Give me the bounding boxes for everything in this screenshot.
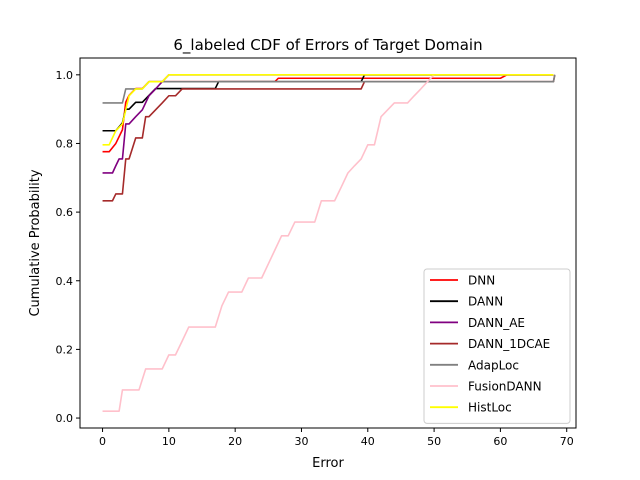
chart-title: 6_labeled CDF of Errors of Target Domain — [173, 36, 482, 55]
y-axis: 0.0 0.2 0.4 0.6 0.8 1.0 — [56, 69, 80, 425]
legend-label: DNN — [468, 274, 495, 288]
series-line-histloc — [102, 74, 554, 146]
legend-label: DANN_AE — [468, 316, 525, 330]
x-tick-label: 30 — [294, 435, 308, 448]
legend-label: AdapLoc — [468, 358, 519, 372]
legend: DNN DANN DANN_AE DANN_1DCAE AdapLoc FusionDAN… — [423, 268, 571, 424]
series-line-fusiondann — [102, 74, 554, 412]
x-tick-label: 40 — [361, 435, 375, 448]
legend-label: DANN_1DCAE — [468, 337, 550, 351]
x-axis-label: Error — [312, 456, 344, 471]
legend-label: FusionDANN — [468, 380, 542, 394]
y-tick-label: 0.4 — [56, 275, 74, 288]
y-tick-label: 0.6 — [56, 206, 74, 219]
x-tick-label: 0 — [99, 435, 106, 448]
y-tick-label: 0.8 — [56, 137, 74, 150]
legend-label: DANN — [468, 295, 503, 309]
y-tick-label: 0.2 — [56, 343, 74, 356]
x-tick-label: 60 — [493, 435, 507, 448]
x-tick-label: 20 — [228, 435, 242, 448]
y-tick-label: 0.0 — [56, 412, 74, 425]
x-axis: 0 10 20 30 40 50 60 70 — [99, 428, 574, 448]
legend-label: HistLoc — [468, 401, 512, 415]
y-axis-label: Cumulative Probability — [28, 169, 43, 316]
x-tick-label: 50 — [427, 435, 441, 448]
legend-frame — [423, 268, 571, 424]
y-tick-label: 1.0 — [56, 69, 74, 82]
x-tick-label: 10 — [162, 435, 176, 448]
series-line-dann-ae — [102, 74, 554, 174]
plot-frame — [79, 57, 577, 429]
x-tick-label: 70 — [560, 435, 574, 448]
series-line-dann-1dcae — [102, 74, 556, 202]
